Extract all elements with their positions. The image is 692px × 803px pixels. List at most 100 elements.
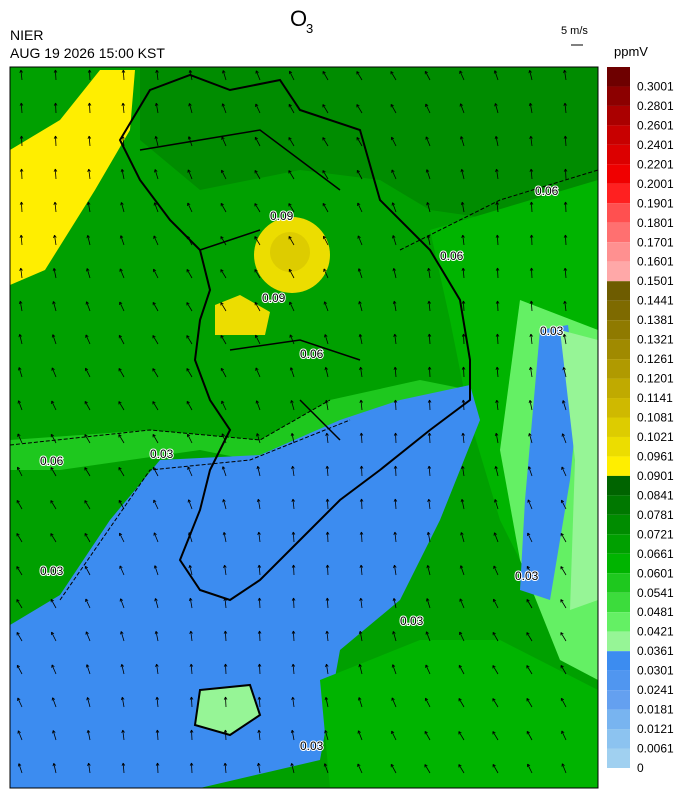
- colorbar-label: 0.0181: [637, 703, 674, 717]
- field-dark: [140, 67, 598, 220]
- wind-arrow: [562, 400, 567, 411]
- wind-arrow: [324, 367, 329, 378]
- wind-arrow: [256, 433, 261, 444]
- wind-arrow: [223, 564, 227, 576]
- wind-arrow: [220, 335, 227, 345]
- colorbar-swatch: [607, 514, 630, 535]
- wind-arrow: [424, 764, 431, 774]
- wind-arrow: [187, 499, 193, 510]
- wind-arrow: [461, 333, 466, 345]
- wind-arrow: [323, 268, 329, 279]
- colorbar-swatch: [607, 164, 630, 184]
- wind-arrow: [495, 267, 500, 279]
- wind-arrow: [492, 763, 499, 774]
- wind-arrow: [291, 564, 296, 576]
- colorbar-swatch: [607, 475, 630, 496]
- wind-arrow: [563, 135, 568, 147]
- wind-arrow: [155, 696, 160, 708]
- wind-arrow: [52, 730, 57, 741]
- wind-arrow: [118, 401, 125, 411]
- colorbar-swatch: [607, 417, 630, 437]
- wind-arrow: [563, 300, 567, 312]
- wind-arrow: [19, 168, 24, 180]
- wind-arrow: [189, 663, 194, 675]
- wind-arrow: [223, 762, 228, 774]
- wind-arrow: [155, 69, 159, 81]
- wind-arrow: [563, 102, 567, 114]
- colorbar-label: 0.0241: [637, 683, 674, 697]
- unit: ppmV: [614, 44, 648, 59]
- wind-arrow: [188, 597, 193, 609]
- colorbar-swatch: [607, 631, 630, 652]
- wind-arrow: [460, 136, 465, 147]
- wind-arrow: [322, 104, 329, 114]
- contour-label: 0.03: [540, 324, 564, 338]
- wind-arrow: [16, 499, 23, 510]
- wind-arrow: [153, 202, 159, 213]
- wind-arrow: [529, 267, 534, 279]
- wind-arrow: [393, 531, 397, 543]
- wind-arrow: [255, 400, 261, 411]
- wind-arrow: [50, 433, 57, 444]
- wind-arrow: [324, 696, 329, 708]
- wind-arrow: [288, 103, 295, 114]
- wind-arrow: [356, 137, 363, 147]
- wind-arrow: [220, 269, 227, 279]
- wind-arrow: [188, 103, 193, 114]
- wind-arrow: [120, 663, 125, 675]
- wind-arrow: [254, 136, 261, 147]
- colorbar-label: 0.0661: [637, 547, 674, 561]
- contour-line: [10, 169, 598, 601]
- wind-arrow: [84, 367, 91, 378]
- wind-arrow: [223, 663, 228, 675]
- wind-arrow: [84, 565, 91, 576]
- wind-arrow: [493, 532, 499, 543]
- colorbar-swatch: [607, 748, 630, 768]
- wind-arrow: [289, 367, 295, 378]
- wind-arrow: [527, 532, 533, 543]
- wind-arrow: [255, 367, 261, 378]
- wind-arrow: [322, 137, 329, 147]
- wind-arrow: [19, 102, 24, 114]
- wind-arrow: [291, 663, 296, 675]
- wind-arrow: [223, 729, 228, 741]
- wind-arrow: [358, 630, 363, 642]
- wind-arrow: [424, 697, 431, 708]
- wind-arrow: [152, 401, 159, 411]
- wind-arrow: [222, 531, 227, 543]
- wind-arrow: [494, 135, 499, 147]
- wind-arrow: [495, 300, 500, 312]
- wind-field: [16, 69, 568, 774]
- colorbar-label: 0.2001: [637, 177, 674, 191]
- wind-arrow: [221, 103, 227, 114]
- wind-arrow: [427, 432, 432, 444]
- wind-arrow: [527, 763, 533, 774]
- wind-arrow: [492, 665, 499, 675]
- wind-arrow: [257, 729, 261, 741]
- wind-arrow: [325, 531, 330, 543]
- wind-arrow: [390, 136, 397, 147]
- wind-arrow: [324, 730, 329, 741]
- wind-arrow: [51, 697, 57, 708]
- agency: NIER: [10, 27, 43, 43]
- colorbar-label: 0.0481: [637, 605, 674, 619]
- wind-arrow: [288, 203, 295, 213]
- colorbar-label: 0.0601: [637, 566, 674, 580]
- colorbar-swatch: [607, 592, 630, 613]
- wind-arrow: [223, 597, 227, 609]
- wind-arrow: [560, 664, 567, 675]
- colorbar-label: 0.0781: [637, 508, 674, 522]
- wind-arrow: [357, 268, 363, 279]
- wind-arrow: [155, 762, 160, 774]
- wind-arrow: [461, 366, 466, 378]
- wind-arrow: [495, 201, 499, 213]
- wind-arrow: [19, 267, 23, 279]
- wind-arrow: [560, 566, 567, 576]
- wind-arrow: [323, 763, 329, 774]
- wind-arrow: [324, 399, 329, 411]
- timestamp: AUG 19 2026 15:00 KST: [10, 45, 165, 61]
- wind-arrow: [291, 630, 296, 642]
- wind-arrow: [528, 70, 533, 81]
- wind-arrow: [288, 268, 295, 279]
- colorbar-swatch: [607, 495, 630, 515]
